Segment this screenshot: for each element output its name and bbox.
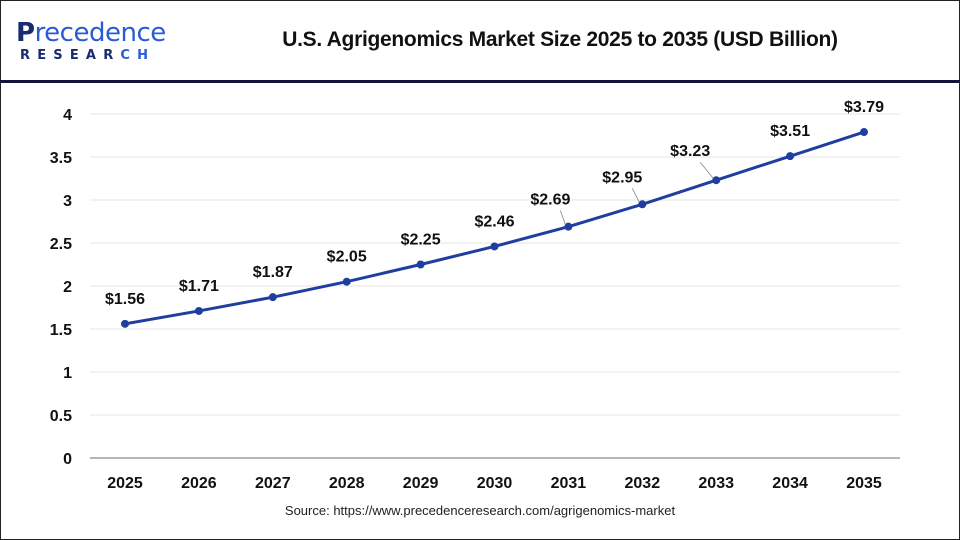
data-label: $2.25 <box>401 232 441 249</box>
leader-line <box>699 161 714 179</box>
y-tick-label: 4 <box>63 107 72 124</box>
y-tick-label: 3 <box>63 193 72 210</box>
brand-logo: Precedence RESEARCH <box>16 18 166 68</box>
logo-wordmark: Precedence <box>16 18 166 48</box>
x-tick-label: 2029 <box>403 475 439 492</box>
data-label: $1.71 <box>179 278 219 295</box>
x-tick-label: 2027 <box>255 475 291 492</box>
x-tick-label: 2031 <box>551 475 587 492</box>
y-tick-label: 2.5 <box>50 236 72 253</box>
x-tick-label: 2030 <box>477 475 513 492</box>
data-point[interactable] <box>712 176 721 185</box>
data-point[interactable] <box>786 152 795 161</box>
x-tick-label: 2032 <box>625 475 661 492</box>
data-point[interactable] <box>121 319 129 328</box>
x-tick-label: 2033 <box>698 475 734 492</box>
data-point[interactable] <box>490 242 499 251</box>
data-label: $2.05 <box>327 249 367 266</box>
data-point[interactable] <box>342 277 351 286</box>
data-point[interactable] <box>416 260 425 269</box>
logo-subtitle-main: RESEAR <box>20 48 121 63</box>
logo-subtitle: RESEARCH <box>20 48 155 63</box>
leader-line <box>631 188 640 203</box>
x-tick-label: 2025 <box>107 475 143 492</box>
data-label: $2.46 <box>474 213 514 230</box>
data-point[interactable] <box>638 200 647 209</box>
leader-line <box>560 210 566 225</box>
data-labels: $1.56 $1.71 $1.87 $2.05 $2.25 $2.46 $2.69 $2.95… <box>105 99 884 308</box>
x-tick-label: 2034 <box>772 475 808 492</box>
data-point[interactable] <box>194 306 203 315</box>
y-tick-label: 2 <box>63 279 72 296</box>
x-axis-ticks: 2025 2026 2027 2028 2029 2030 2031 2032 2033 2034… <box>107 475 882 492</box>
y-tick-label: 1 <box>63 365 72 382</box>
chart-title: U.S. Agrigenomics Market Size 2025 to 20… <box>282 28 838 51</box>
logo-initial: P <box>16 18 35 48</box>
y-tick-label: 0.5 <box>50 408 72 425</box>
data-label: $2.95 <box>602 169 642 186</box>
gridlines <box>90 113 900 459</box>
logo-word-rest: recedence <box>34 18 167 48</box>
data-label: $3.23 <box>670 143 710 160</box>
source-note: Source: https://www.precedenceresearch.c… <box>284 503 676 518</box>
logo-subtitle-accent: CH <box>120 48 156 63</box>
series-line <box>121 128 868 328</box>
y-tick-label: 3.5 <box>50 150 72 167</box>
data-point[interactable] <box>268 293 277 302</box>
header-divider <box>0 80 960 83</box>
data-label: $3.51 <box>770 123 810 140</box>
x-tick-label: 2028 <box>329 475 365 492</box>
data-label: $1.56 <box>105 291 145 308</box>
x-tick-label: 2026 <box>181 475 217 492</box>
y-axis-ticks: 0 0.5 1 1.5 2 2.5 3 3.5 4 <box>50 107 72 468</box>
data-point[interactable] <box>860 128 868 137</box>
x-tick-label: 2035 <box>846 475 882 492</box>
y-tick-label: 1.5 <box>50 322 72 339</box>
y-tick-label: 0 <box>63 451 72 468</box>
header: Precedence RESEARCH U.S. Agrigenomics Ma… <box>0 0 960 80</box>
data-label: $1.87 <box>253 264 293 281</box>
data-point[interactable] <box>564 222 573 231</box>
data-label: $2.69 <box>530 192 570 209</box>
data-label: $3.79 <box>844 99 884 116</box>
